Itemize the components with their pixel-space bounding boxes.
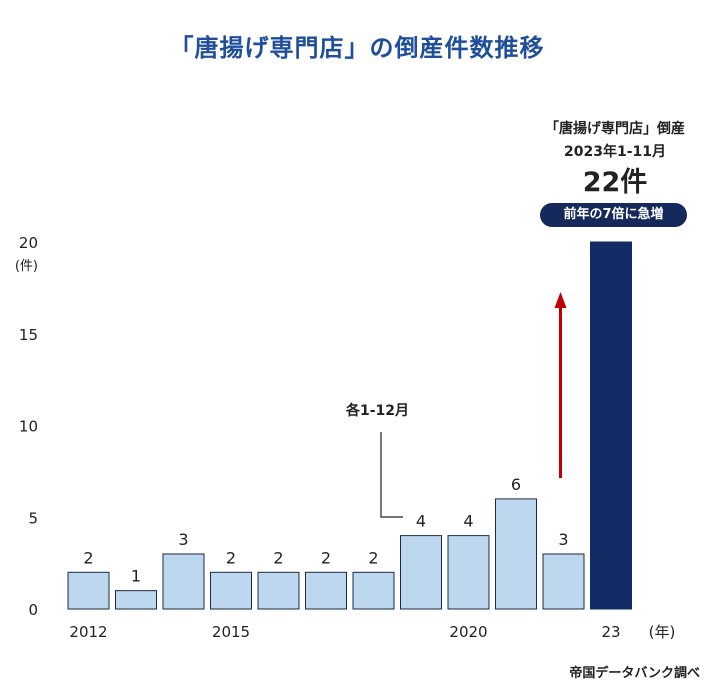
data-label: 4 xyxy=(463,512,473,531)
data-label: 2 xyxy=(321,548,331,567)
y-tick-label: 5 xyxy=(28,509,38,527)
bar xyxy=(67,571,110,610)
callout-count: 22件 xyxy=(582,167,648,198)
bar xyxy=(257,571,300,610)
y-axis-unit: (件) xyxy=(15,259,38,274)
data-label: 2 xyxy=(273,548,283,567)
x-tick-label: 23 xyxy=(601,623,620,641)
bar xyxy=(305,571,347,610)
bar xyxy=(210,571,252,610)
data-label: 2 xyxy=(368,548,378,567)
y-tick-label: 15 xyxy=(19,326,38,344)
x-tick-label: 2020 xyxy=(449,623,487,641)
bar xyxy=(400,535,442,610)
y-tick-label: 0 xyxy=(28,601,38,619)
chart-title: 「唐揚げ専門店」の倒産件数推移 xyxy=(169,34,545,62)
rise-arrow-head xyxy=(554,292,567,308)
period-note: 各1-12月 xyxy=(346,403,410,419)
y-tick-label: 10 xyxy=(19,418,38,436)
bar xyxy=(590,241,632,610)
bar xyxy=(447,535,490,610)
y-tick-label: 20 xyxy=(19,234,38,252)
source-credit: 帝国データバンク調べ xyxy=(569,666,700,681)
data-label: 2 xyxy=(83,548,93,567)
data-label: 3 xyxy=(178,530,188,549)
callout-period: 2023年1-11月 xyxy=(564,144,666,160)
x-tick-label: 2015 xyxy=(212,623,250,641)
bar xyxy=(162,553,205,610)
callout-badge: 前年の7倍に急増 xyxy=(540,203,687,227)
data-label: 4 xyxy=(416,512,426,531)
note-connector xyxy=(380,432,403,518)
x-tick-label: 2012 xyxy=(69,623,107,641)
callout-heading: 「唐揚げ専門店」倒産 xyxy=(545,121,685,137)
data-label: 1 xyxy=(131,567,141,586)
bar xyxy=(495,498,537,610)
bar xyxy=(542,553,585,610)
data-label: 3 xyxy=(558,530,568,549)
data-label: 6 xyxy=(511,475,521,494)
bar xyxy=(115,590,157,610)
x-axis-unit: (年) xyxy=(649,623,676,641)
data-label: 2 xyxy=(226,548,236,567)
bar xyxy=(352,571,395,610)
